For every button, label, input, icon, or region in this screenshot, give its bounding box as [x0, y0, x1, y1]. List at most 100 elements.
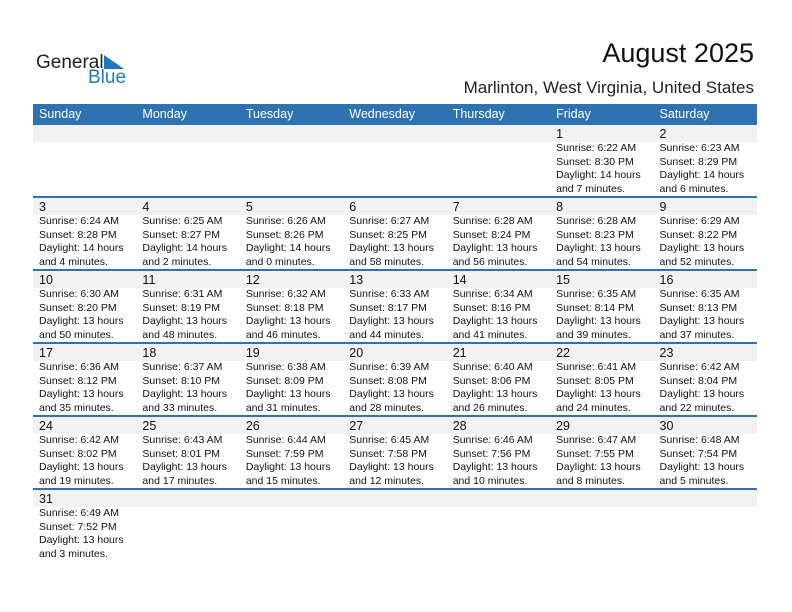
general-blue-logo: General Blue — [36, 52, 131, 88]
week-row: 1 Sunrise: 6:22 AM Sunset: 8:30 PM Daylight… — [33, 125, 757, 198]
sunrise-text: Sunrise: 6:34 AM — [452, 288, 533, 300]
day-cell: 22 Sunrise: 6:41 AM Sunset: 8:05 PM Dayligh… — [550, 344, 653, 415]
day-cell: 20 Sunrise: 6:39 AM Sunset: 8:08 PM Dayligh… — [343, 344, 446, 415]
day-cell: 18 Sunrise: 6:37 AM Sunset: 8:10 PM Dayligh… — [136, 344, 239, 415]
daylight-minutes-text: and 3 minutes. — [39, 547, 108, 560]
daylight-text: Daylight: 13 hours — [39, 461, 124, 473]
daylight-minutes-text: and 44 minutes. — [349, 328, 424, 341]
sunrise-text: Sunrise: 6:31 AM — [142, 288, 223, 300]
daylight-minutes-text: and 58 minutes. — [349, 255, 424, 268]
sunset-text: Sunset: 7:58 PM — [349, 447, 427, 460]
daylight-minutes-text: and 5 minutes. — [659, 474, 729, 487]
daylight-minutes-text: and 56 minutes. — [452, 255, 528, 268]
day-number: 31 — [39, 492, 53, 506]
sunrise-text: Sunrise: 6:43 AM — [142, 434, 223, 446]
day-number: 14 — [452, 273, 467, 287]
calendar-grid: Sunday Monday Tuesday Wednesday Thursday Frid… — [33, 104, 757, 563]
daylight-text: Daylight: 13 hours — [245, 315, 331, 327]
daylight-minutes-text: and 4 minutes. — [39, 255, 108, 268]
sunrise-text: Sunrise: 6:35 AM — [659, 288, 740, 300]
day-cell: 28 Sunrise: 6:46 AM Sunset: 7:56 PM Dayligh… — [447, 417, 550, 488]
sunrise-text: Sunrise: 6:28 AM — [556, 215, 637, 227]
day-number: 12 — [245, 273, 260, 287]
day-number: 10 — [39, 273, 53, 287]
location-subtitle: Marlinton, West Virginia, United States — [463, 78, 754, 97]
day-number: 2 — [659, 127, 667, 141]
week-row: 3 Sunrise: 6:24 AM Sunset: 8:28 PM Daylight… — [33, 198, 757, 271]
sunrise-text: Sunrise: 6:40 AM — [452, 361, 533, 373]
week-row: 31 Sunrise: 6:49 AM Sunset: 7:52 PM Dayligh… — [33, 490, 757, 563]
day-cell: 31 Sunrise: 6:49 AM Sunset: 7:52 PM Dayligh… — [33, 490, 136, 563]
daylight-text: Daylight: 13 hours — [349, 388, 434, 400]
day-cell: 30 Sunrise: 6:48 AM Sunset: 7:54 PM Dayligh… — [654, 417, 757, 488]
day-number: 19 — [245, 346, 260, 360]
day-number: 30 — [659, 419, 674, 433]
day-cell: 25 Sunrise: 6:43 AM Sunset: 8:01 PM Dayligh… — [136, 417, 239, 488]
sunrise-text: Sunrise: 6:47 AM — [556, 434, 637, 446]
daylight-text: Daylight: 13 hours — [659, 242, 745, 254]
sunrise-text: Sunrise: 6:49 AM — [39, 507, 119, 519]
day-cell: 23 Sunrise: 6:42 AM Sunset: 8:04 PM Dayligh… — [654, 344, 757, 415]
page-title: August 2025 — [602, 38, 754, 68]
sunset-text: Sunset: 8:27 PM — [142, 228, 221, 241]
day-cell: 19 Sunrise: 6:38 AM Sunset: 8:09 PM Dayligh… — [240, 344, 343, 415]
daylight-text: Daylight: 13 hours — [659, 388, 745, 400]
sunset-text: Sunset: 8:13 PM — [659, 301, 738, 314]
sunset-text: Sunset: 8:08 PM — [349, 374, 427, 387]
sunset-text: Sunset: 8:09 PM — [245, 374, 324, 387]
sunset-text: Sunset: 8:16 PM — [452, 301, 531, 314]
sunrise-text: Sunrise: 6:36 AM — [39, 361, 119, 373]
daylight-text: Daylight: 14 hours — [245, 242, 331, 254]
sunrise-text: Sunrise: 6:25 AM — [142, 215, 223, 227]
sunset-text: Sunset: 8:24 PM — [452, 228, 531, 241]
sunrise-text: Sunrise: 6:26 AM — [245, 215, 326, 227]
sunrise-text: Sunrise: 6:23 AM — [659, 142, 740, 154]
daylight-minutes-text: and 22 minutes. — [659, 401, 735, 414]
daylight-text: Daylight: 14 hours — [142, 242, 228, 254]
day-number: 5 — [245, 200, 253, 214]
day-cell: 15 Sunrise: 6:35 AM Sunset: 8:14 PM Dayligh… — [550, 271, 653, 342]
daylight-text: Daylight: 13 hours — [142, 315, 228, 327]
sunset-text: Sunset: 8:28 PM — [39, 228, 117, 241]
sunset-text: Sunset: 8:19 PM — [142, 301, 221, 314]
daylight-minutes-text: and 10 minutes. — [452, 474, 528, 487]
daylight-text: Daylight: 13 hours — [452, 315, 538, 327]
day-number: 7 — [452, 200, 460, 214]
day-cell: 16 Sunrise: 6:35 AM Sunset: 8:13 PM Dayligh… — [654, 271, 757, 342]
sunrise-text: Sunrise: 6:38 AM — [245, 361, 326, 373]
weekday-header: Sunday Monday Tuesday Wednesday Thursday Frid… — [33, 104, 757, 125]
empty-cell — [343, 125, 446, 196]
sunset-text: Sunset: 8:17 PM — [349, 301, 427, 314]
sunset-text: Sunset: 8:04 PM — [659, 374, 738, 387]
day-cell: 10 Sunrise: 6:30 AM Sunset: 8:20 PM Dayligh… — [33, 271, 136, 342]
empty-cell — [550, 490, 653, 563]
sunset-text: Sunset: 8:10 PM — [142, 374, 221, 387]
empty-cell — [240, 490, 343, 563]
sunset-text: Sunset: 8:02 PM — [39, 447, 117, 460]
sunset-text: Sunset: 8:01 PM — [142, 447, 221, 460]
day-number: 20 — [349, 346, 364, 360]
sunrise-text: Sunrise: 6:24 AM — [39, 215, 119, 227]
empty-cell — [136, 125, 239, 196]
day-number: 27 — [349, 419, 364, 433]
day-cell: 27 Sunrise: 6:45 AM Sunset: 7:58 PM Dayligh… — [343, 417, 446, 488]
logo-text-blue: Blue — [88, 67, 127, 88]
weekday-wednesday: Wednesday — [349, 107, 416, 121]
day-cell: 2 Sunrise: 6:23 AM Sunset: 8:29 PM Daylight… — [654, 125, 757, 196]
day-number: 26 — [245, 419, 260, 433]
empty-cell — [447, 490, 550, 563]
daylight-minutes-text: and 6 minutes. — [659, 182, 729, 195]
day-number: 1 — [556, 127, 564, 141]
day-number: 23 — [659, 346, 674, 360]
sunset-text: Sunset: 7:54 PM — [659, 447, 738, 460]
daylight-text: Daylight: 13 hours — [245, 461, 331, 473]
week-row: 17 Sunrise: 6:36 AM Sunset: 8:12 PM Dayligh… — [33, 344, 757, 417]
daylight-minutes-text: and 8 minutes. — [556, 474, 625, 487]
sunrise-text: Sunrise: 6:42 AM — [39, 434, 119, 446]
day-number: 13 — [349, 273, 364, 287]
day-number: 21 — [452, 346, 467, 360]
sunrise-text: Sunrise: 6:35 AM — [556, 288, 637, 300]
daylight-minutes-text: and 28 minutes. — [349, 401, 424, 414]
daylight-text: Daylight: 13 hours — [39, 388, 124, 400]
weekday-sunday: Sunday — [39, 107, 82, 121]
